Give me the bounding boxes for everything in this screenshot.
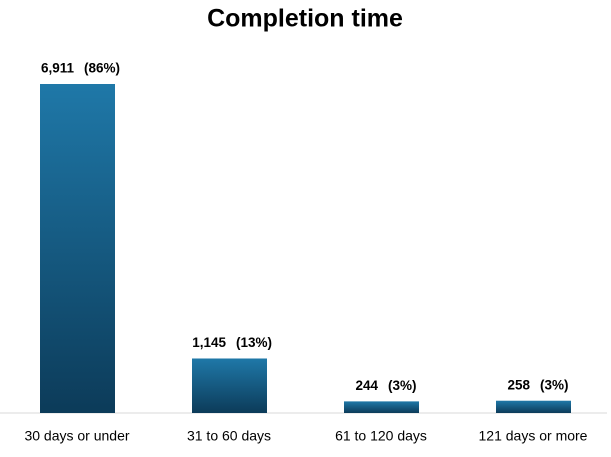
bar — [40, 84, 115, 413]
value-label: 258 — [507, 377, 530, 392]
value-label: 1,145 — [192, 335, 226, 350]
chart-title: Completion time — [207, 5, 403, 33]
x-tick-label: 61 to 120 days — [335, 428, 427, 444]
value-label: 6,911 — [41, 61, 75, 76]
percent-label: (3%) — [540, 377, 569, 392]
percent-label: (3%) — [388, 378, 417, 393]
value-label: 244 — [355, 378, 378, 393]
bar — [344, 401, 419, 413]
x-tick-label: 30 days or under — [24, 428, 129, 444]
bar — [192, 358, 267, 413]
percent-label: (86%) — [84, 61, 120, 76]
percent-label: (13%) — [236, 335, 272, 350]
bar — [496, 400, 571, 413]
x-tick-label: 121 days or more — [479, 428, 588, 444]
x-tick-label: 31 to 60 days — [187, 428, 271, 444]
